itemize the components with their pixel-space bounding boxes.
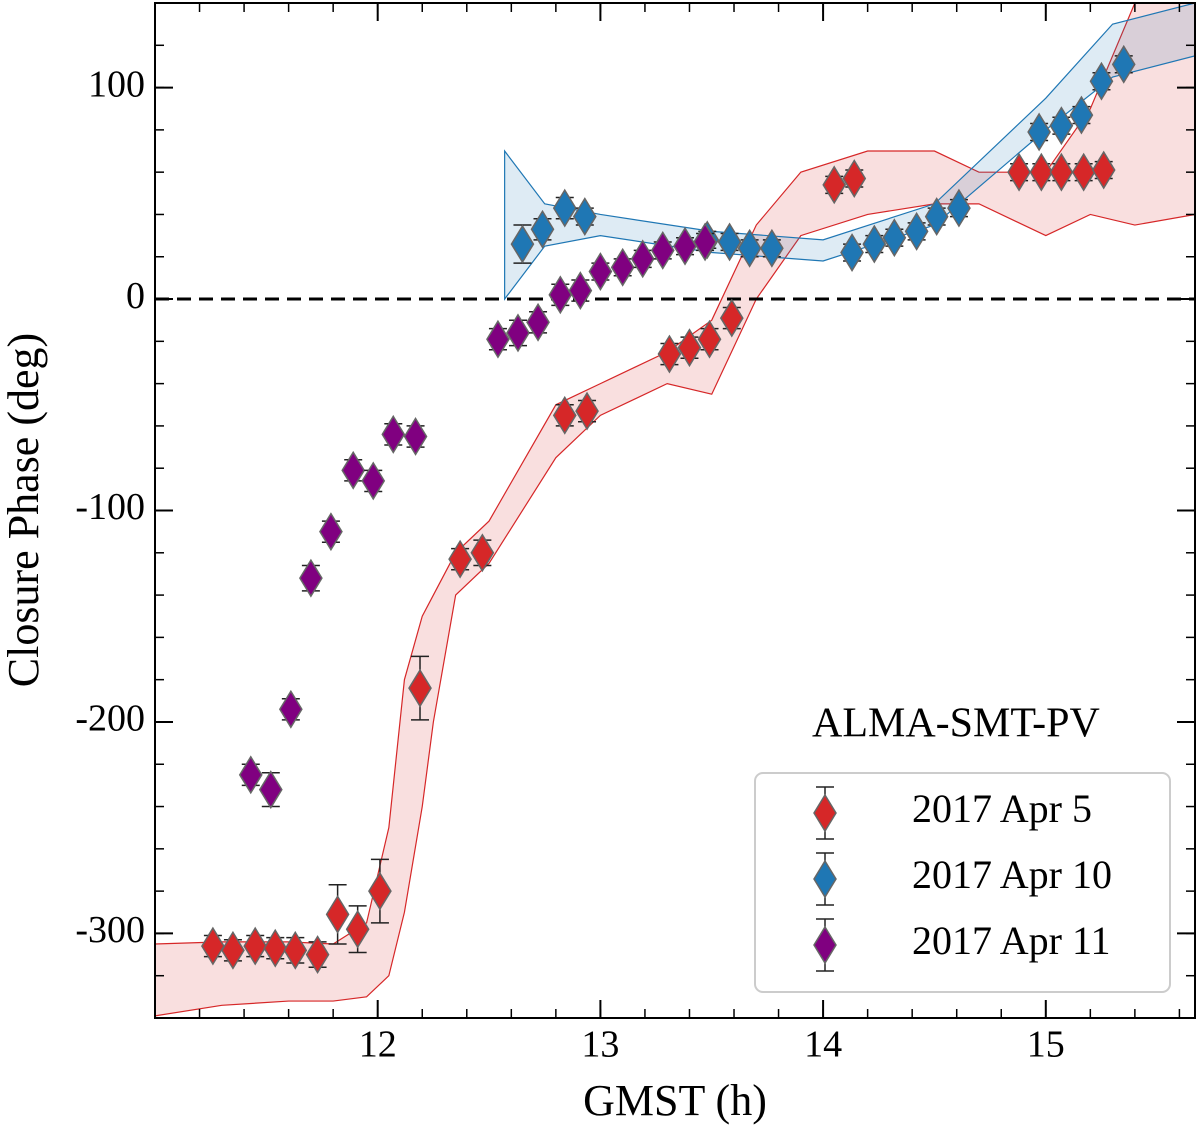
y-tick-label: -100 — [75, 486, 145, 528]
legend-label: 2017 Apr 10 — [912, 852, 1112, 897]
x-tick-label: 15 — [1027, 1024, 1065, 1066]
data-point — [822, 165, 847, 205]
legend-marker — [813, 793, 837, 833]
data-point — [299, 558, 323, 598]
data-point — [408, 668, 432, 708]
data-point — [862, 224, 887, 264]
x-axis-label: GMST (h) — [583, 1076, 767, 1125]
data-point — [345, 909, 370, 949]
data-point — [947, 188, 971, 228]
data-point — [630, 239, 655, 279]
data-point — [882, 218, 907, 258]
data-point — [650, 230, 675, 270]
data-point — [693, 222, 717, 262]
y-axis-label: Closure Phase (deg) — [0, 333, 48, 687]
annotation: ALMA-SMT-PV — [812, 701, 1100, 747]
data-point — [1091, 150, 1116, 190]
data-point — [1049, 152, 1074, 192]
data-point — [305, 935, 330, 975]
y-tick-label: -200 — [75, 698, 145, 740]
x-tick-label: 13 — [581, 1024, 619, 1066]
data-point — [588, 252, 613, 291]
data-point — [506, 313, 530, 353]
data-point — [1029, 152, 1054, 192]
data-point — [325, 894, 350, 934]
data-point — [368, 871, 392, 911]
data-point — [1049, 106, 1074, 146]
data-point — [697, 319, 722, 359]
data-point — [1007, 152, 1031, 192]
data-point — [717, 222, 742, 262]
data-point — [552, 395, 577, 435]
data-point — [719, 298, 744, 338]
data-point — [526, 302, 550, 342]
legend-label: 2017 Apr 11 — [912, 918, 1111, 963]
legend-box — [754, 772, 1171, 993]
data-point — [1111, 44, 1136, 84]
data-point — [263, 928, 288, 968]
data-point — [201, 926, 225, 966]
data-point — [1089, 61, 1114, 101]
data-point — [610, 247, 635, 287]
data-point — [677, 328, 702, 368]
legend-marker — [813, 859, 837, 899]
legend-marker — [813, 925, 837, 965]
y-tick-label: -300 — [75, 909, 145, 951]
data-point — [221, 930, 245, 970]
data-point — [840, 233, 864, 272]
data-point — [530, 209, 555, 249]
data-point — [575, 391, 599, 431]
data-point — [486, 319, 510, 359]
data-point — [278, 689, 303, 729]
data-point — [924, 197, 949, 237]
x-tick-label: 12 — [359, 1024, 397, 1066]
data-point — [657, 334, 682, 374]
legend-label: 2017 Apr 5 — [912, 786, 1092, 831]
data-point — [403, 417, 428, 456]
data-point — [319, 512, 343, 552]
data-point — [548, 275, 573, 315]
data-point — [381, 414, 406, 454]
data-point — [737, 228, 762, 268]
data-point — [238, 755, 263, 795]
data-point — [510, 224, 535, 264]
plot-area — [155, 3, 1195, 1017]
x-tick-label: 14 — [804, 1024, 842, 1066]
data-point — [568, 271, 593, 311]
model-band — [155, 3, 1195, 1017]
data-point — [470, 533, 495, 573]
y-tick-label: 100 — [88, 63, 145, 105]
data-point — [1069, 95, 1094, 135]
data-point — [759, 228, 784, 268]
data-point — [361, 461, 386, 501]
data-point — [673, 226, 697, 266]
y-tick-label: 0 — [126, 275, 145, 317]
data-point — [904, 211, 929, 251]
data-point — [341, 450, 366, 490]
data-point — [258, 770, 283, 810]
data-point — [243, 926, 268, 966]
data-point — [1027, 112, 1051, 152]
data-point — [1071, 152, 1096, 192]
data-point — [572, 197, 597, 237]
data-point — [842, 159, 867, 198]
data-point — [448, 539, 472, 579]
data-point — [552, 188, 577, 228]
data-point — [283, 930, 308, 970]
